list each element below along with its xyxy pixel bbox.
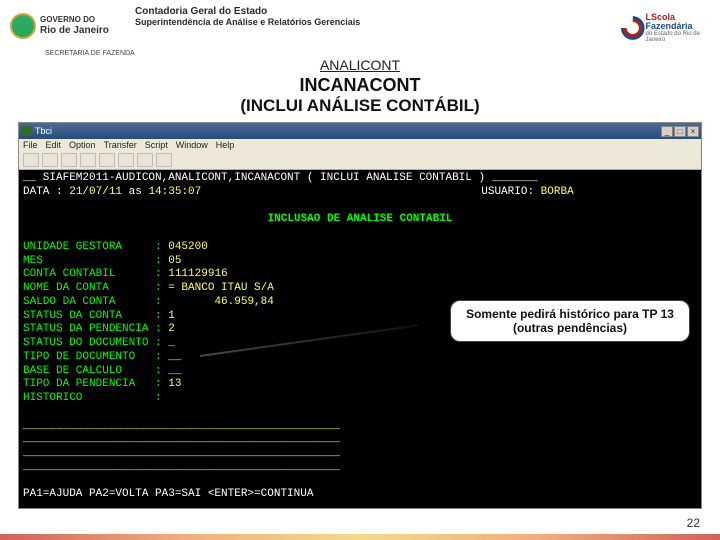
- menu-help[interactable]: Help: [216, 140, 235, 150]
- title-block: ANALICONT INCANACONT (INCLUI ANÁLISE CON…: [0, 57, 720, 116]
- term-footer-keys: PA1=AJUDA PA2=VOLTA PA3=SAI <ENTER>=CONT…: [23, 488, 697, 502]
- swirl-icon: [620, 13, 646, 43]
- term-screen-title: INCLUSAO DE ANALISE CONTABIL: [23, 213, 697, 227]
- minimize-button[interactable]: _: [661, 126, 673, 137]
- slide-header: GOVERNO DO Rio de Janeiro Contadoria Ger…: [0, 0, 720, 52]
- toolbar-button[interactable]: [118, 153, 134, 167]
- app-icon: [21, 126, 31, 136]
- menu-window[interactable]: Window: [176, 140, 208, 150]
- menu-edit[interactable]: Edit: [46, 140, 62, 150]
- title-subtitle: (INCLUI ANÁLISE CONTÁBIL): [0, 96, 720, 116]
- escola-l2: Fazendária: [646, 22, 710, 31]
- state-seal-icon: [10, 13, 36, 39]
- term-field-row: UNIDADE GESTORA : 045200: [23, 241, 697, 255]
- term-field-row: TIPO DE DOCUMENTO : __: [23, 351, 697, 365]
- term-field-row: HISTORICO :: [23, 392, 697, 406]
- term-field-row: NOME DA CONTA : = BANCO ITAU S/A: [23, 282, 697, 296]
- callout-bubble: Somente pedirá histórico para TP 13 (out…: [450, 300, 690, 342]
- callout-line2: (outras pendências): [459, 321, 681, 335]
- secretaria-label: SECRETARIA DE FAZENDA: [0, 50, 720, 57]
- term-field-row: MES : 05: [23, 255, 697, 269]
- menu-script[interactable]: Script: [145, 140, 168, 150]
- toolbar-button[interactable]: [61, 153, 77, 167]
- page-number: 22: [687, 516, 700, 530]
- gov-line2: Rio de Janeiro: [40, 25, 109, 36]
- escola-logo: LScola Fazendária do Estado do Rio de Ja…: [620, 6, 710, 50]
- header-line1: Contadoria Geral do Estado: [135, 6, 620, 17]
- menu-option[interactable]: Option: [69, 140, 96, 150]
- footer-bar: [0, 534, 720, 540]
- toolbar-button[interactable]: [23, 153, 39, 167]
- gov-line1: GOVERNO DO: [40, 16, 109, 25]
- toolbar-button[interactable]: [156, 153, 172, 167]
- toolbar-button[interactable]: [80, 153, 96, 167]
- term-breadcrumb: __ SIAFEM2011-AUDICON,ANALICONT,INCANACO…: [23, 172, 697, 186]
- term-field-row: BASE DE CALCULO : __: [23, 365, 697, 379]
- close-button[interactable]: ×: [687, 126, 699, 137]
- toolbar-button[interactable]: [42, 153, 58, 167]
- window-titlebar[interactable]: Tbci _ □ ×: [19, 123, 701, 139]
- menu-file[interactable]: File: [23, 140, 38, 150]
- hist-line4: ________________________________________…: [23, 461, 697, 475]
- callout-line1: Somente pedirá histórico para TP 13: [459, 307, 681, 321]
- maximize-button[interactable]: □: [674, 126, 686, 137]
- title-incanacont: INCANACONT: [0, 75, 720, 96]
- toolbar-button[interactable]: [99, 153, 115, 167]
- overlay-note: O CONTADOR DECREVE AS OUTRAS SITUAÇÕES N…: [38, 413, 359, 440]
- escola-l3: do Estado do Rio de Janeiro: [646, 31, 710, 43]
- term-field-row: TIPO DA PENDENCIA : 13: [23, 378, 697, 392]
- overlay-note-line2: NA RELAÇÃO DE TIPO DE PENDÊNCIA: [38, 427, 359, 441]
- header-center: Contadoria Geral do Estado Superintendên…: [125, 6, 620, 27]
- term-datetime-row: DATA : 21/07/11 as 14:35:07USUARIO: BORB…: [23, 186, 697, 200]
- menu-bar: File Edit Option Transfer Script Window …: [19, 139, 701, 151]
- hist-line3: ________________________________________…: [23, 447, 697, 461]
- toolbar-button[interactable]: [137, 153, 153, 167]
- window-title: Tbci: [35, 126, 661, 136]
- title-analicont: ANALICONT: [0, 57, 720, 73]
- overlay-note-line1: O CONTADOR DECREVE AS OUTRAS SITUAÇÕES N…: [38, 413, 359, 427]
- header-line2: Superintendência de Análise e Relatórios…: [135, 17, 620, 27]
- term-field-row: CONTA CONTABIL : 111129916: [23, 268, 697, 282]
- toolbar: [19, 151, 701, 170]
- menu-transfer[interactable]: Transfer: [104, 140, 137, 150]
- gov-logo: GOVERNO DO Rio de Janeiro: [10, 6, 125, 46]
